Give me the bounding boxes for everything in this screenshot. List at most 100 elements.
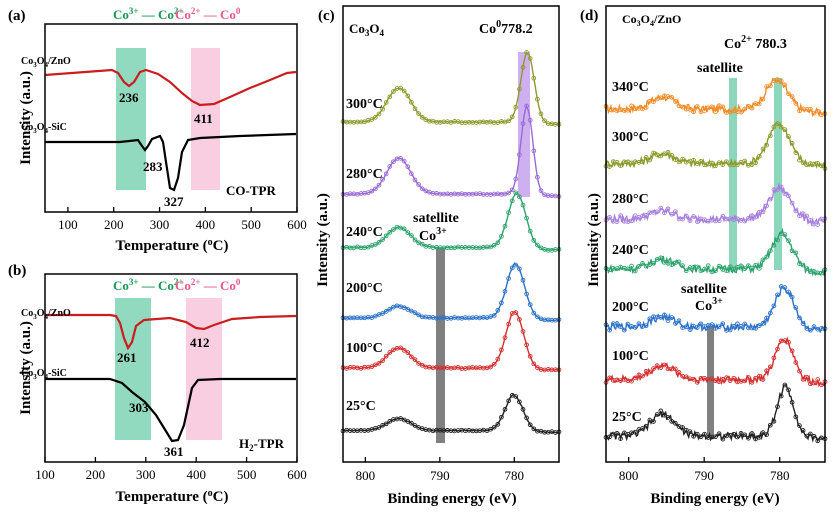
- data-point-c: [517, 266, 522, 272]
- data-point-c: [520, 65, 526, 70]
- xtick-label: 100: [58, 217, 78, 232]
- data-point-d: [760, 96, 766, 102]
- data-point-c: [391, 227, 396, 232]
- data-point-d: [764, 368, 769, 374]
- data-point-d: [797, 213, 802, 218]
- data-point-d: [687, 218, 693, 224]
- data-point-c: [383, 421, 389, 427]
- data-point-d: [709, 376, 715, 382]
- data-point-d: [793, 208, 799, 214]
- data-point-d: [782, 232, 788, 237]
- data-point-c: [416, 312, 421, 318]
- header-co2-co0-b: Co2+ — Co0: [175, 277, 241, 293]
- data-point-d: [683, 213, 689, 219]
- data-point-c: [517, 194, 522, 200]
- axes-d: [605, 5, 826, 463]
- data-point-d: [720, 436, 726, 442]
- data-point-d: [760, 209, 766, 215]
- data-point-d: [625, 266, 631, 272]
- data-point-d: [746, 375, 751, 380]
- data-point-c: [509, 114, 515, 120]
- data-point-d: [632, 325, 638, 330]
- data-point-d: [804, 433, 810, 439]
- temp-label-d-1: 300°C: [612, 130, 649, 145]
- data-point-c: [380, 358, 385, 363]
- data-point-c: [387, 94, 393, 100]
- data-point-d: [676, 370, 682, 375]
- spectrum-c-5: [342, 393, 560, 434]
- data-point-d: [793, 101, 799, 106]
- data-point-c: [373, 242, 378, 247]
- data-point-c: [527, 302, 533, 307]
- xtick-label: 780: [770, 468, 790, 483]
- header-co3-co2-b: Co3+ — Co2+: [113, 277, 184, 293]
- data-point-d: [742, 266, 748, 271]
- annotation-c: Co0778.2: [479, 19, 533, 37]
- data-point-d: [782, 285, 788, 290]
- axes-a: [44, 23, 298, 213]
- spectrum-c-3: [342, 262, 560, 322]
- data-point-c: [398, 85, 403, 91]
- data-point-c: [535, 96, 540, 102]
- curve-cosic-b: [45, 377, 296, 443]
- panel-c: (c) Co3O4 Co0778.2 satellite Co3+ 300°C 2…: [315, 5, 562, 507]
- data-point-d: [756, 373, 762, 379]
- data-point-d: [643, 212, 649, 218]
- data-point-d: [651, 150, 656, 156]
- data-point-d: [654, 363, 660, 368]
- data-point-d: [800, 428, 806, 433]
- data-point-c: [527, 228, 533, 234]
- data-point-c: [535, 174, 540, 180]
- data-point-c: [383, 171, 389, 177]
- data-point-d: [771, 418, 777, 424]
- data-point-c: [531, 310, 537, 316]
- data-point-c: [405, 93, 411, 99]
- curve-cozno-a: [44, 68, 297, 107]
- data-point-d: [786, 289, 791, 295]
- data-point-d: [607, 215, 612, 220]
- data-point-c: [380, 311, 385, 316]
- satellite-label-c: satellite: [413, 211, 459, 226]
- data-point-d: [647, 369, 653, 375]
- data-point-d: [658, 315, 664, 320]
- data-point-d: [683, 324, 689, 330]
- data-point-c: [513, 190, 519, 196]
- panel-a: (a) Co3+ — Co2+ Co2+ — Co0 Co3O4/ZnO Co3…: [8, 6, 307, 254]
- curve-cosic-a: [45, 132, 297, 192]
- data-point-d: [643, 155, 649, 160]
- panel-label-c: (c): [318, 8, 335, 24]
- data-point-d: [683, 374, 689, 380]
- xtick-label: 300: [150, 217, 170, 232]
- data-point-d: [713, 163, 718, 169]
- data-point-d: [800, 321, 806, 326]
- data-point-d: [640, 261, 645, 266]
- data-point-d: [775, 346, 780, 352]
- data-point-c: [488, 244, 493, 250]
- label-cozno-b: Co3O4/ZnO: [21, 308, 71, 321]
- data-point-c: [499, 414, 504, 420]
- data-point-d: [694, 161, 700, 166]
- data-point-c: [524, 50, 529, 55]
- data-point-d: [640, 159, 645, 165]
- data-point-d: [636, 264, 642, 269]
- data-point-d: [804, 266, 810, 271]
- data-point-d: [687, 327, 693, 332]
- data-point-d: [665, 206, 671, 212]
- data-point-c: [531, 238, 537, 243]
- data-point-c: [517, 86, 522, 92]
- data-point-c: [409, 171, 414, 176]
- data-point-c: [513, 262, 519, 268]
- peak-b-303: 303: [129, 400, 149, 415]
- data-point-d: [658, 408, 664, 414]
- data-point-d: [789, 141, 795, 146]
- data-point-d: [673, 209, 678, 214]
- data-point-d: [742, 321, 748, 327]
- data-point-c: [387, 350, 393, 355]
- data-point-d: [698, 434, 704, 440]
- xtick-label: 100: [35, 467, 55, 482]
- data-point-d: [767, 364, 773, 370]
- data-point-d: [764, 203, 769, 209]
- data-point-c: [488, 426, 493, 432]
- data-point-d: [607, 434, 612, 440]
- data-point-d: [724, 375, 729, 381]
